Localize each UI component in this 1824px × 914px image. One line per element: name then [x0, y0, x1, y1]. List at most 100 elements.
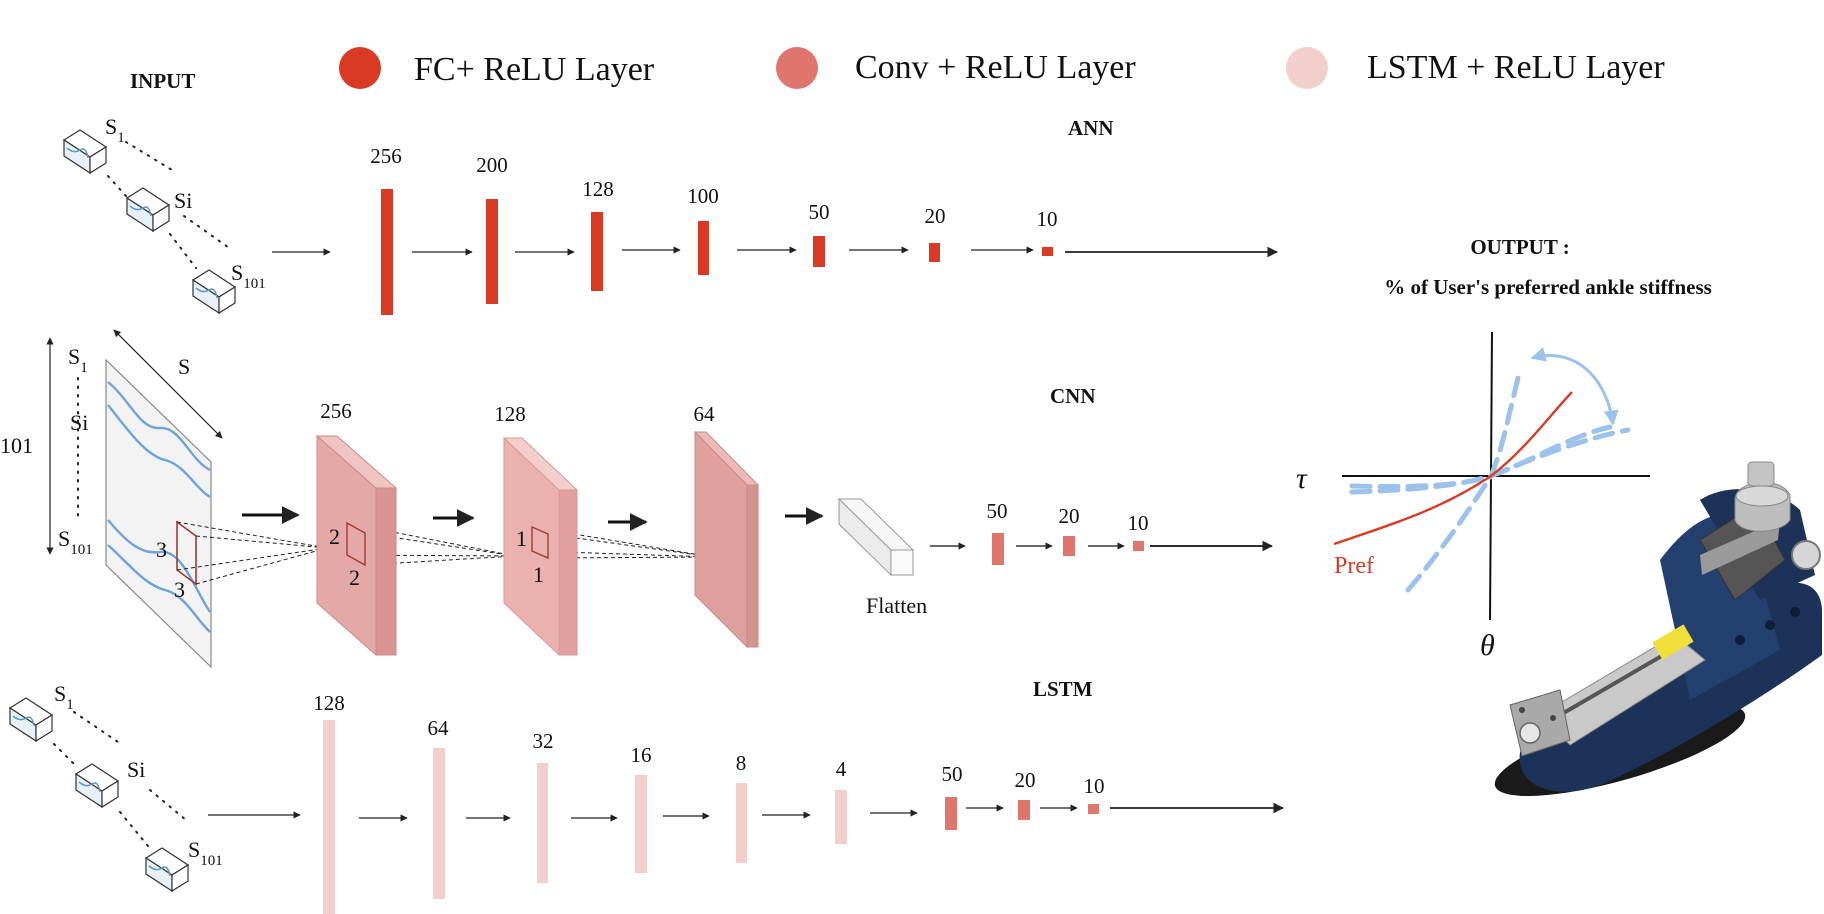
sensor-label-first: S1 — [54, 681, 74, 713]
ann-layer-bar — [929, 243, 940, 262]
ann-title: ANN — [1068, 116, 1114, 140]
conv-layer-label: 128 — [494, 402, 526, 426]
kernel-2-w-label: 2 — [349, 565, 360, 590]
kernel-2-h-label: 2 — [329, 524, 340, 549]
kernel-1-h-label: 1 — [516, 526, 527, 551]
ann-layer-bar — [1042, 247, 1053, 256]
ann-layer-label: 10 — [1037, 207, 1058, 231]
conv-layer-block — [315, 434, 398, 657]
stiffness-adjust-arrow — [1530, 347, 1619, 426]
conv-layer-block — [502, 436, 579, 657]
input-title: INPUT — [130, 69, 195, 93]
legend: FC+ ReLU Layer Conv + ReLU Layer LSTM + … — [339, 47, 1665, 89]
input-sensor-box-icon — [8, 697, 54, 743]
input-sensor-box-icon — [74, 763, 120, 809]
cnn-conv-layers: 256 2 2 128 1 1 64 — [315, 399, 760, 657]
ann-layer-bar — [591, 212, 603, 291]
ann-layer-bar — [813, 236, 825, 267]
lstm-layer-bar — [537, 763, 548, 883]
ankle-prosthesis-image — [1494, 461, 1822, 796]
lstm-layer-bar — [635, 775, 647, 873]
cnn-fc-label: 50 — [987, 499, 1008, 523]
lstm-layer-bar — [323, 720, 335, 914]
lstm-layer-bar — [433, 748, 445, 899]
stiffness-plot: τ θ Pref — [1296, 331, 1650, 662]
input-sensor-box-icon — [62, 129, 108, 175]
pref-curve — [1333, 391, 1573, 546]
cnn-fc-bar — [1063, 536, 1075, 556]
matrix-row-first: S1 — [68, 344, 88, 376]
lstm-fc-label: 10 — [1084, 774, 1105, 798]
lstm-layer-label: 32 — [533, 729, 554, 753]
legend-fc-label: FC+ ReLU Layer — [414, 51, 655, 88]
ann-layer-label: 256 — [370, 144, 402, 168]
legend-fc-swatch — [339, 47, 381, 89]
kernel-projection-lines — [176, 521, 713, 585]
legend-lstm-label: LSTM + ReLU Layer — [1367, 49, 1665, 86]
lstm-layer-label: 64 — [428, 716, 450, 740]
cnn-fc-bar — [1133, 541, 1144, 551]
sensor-label-last: S101 — [231, 260, 266, 292]
cnn-title: CNN — [1050, 384, 1096, 408]
lstm-arrows — [208, 802, 1285, 822]
ann-layer-label: 200 — [476, 153, 508, 177]
plot-x-axis-label: θ — [1480, 629, 1495, 662]
flatten-block — [837, 497, 915, 577]
cnn-fc-label: 10 — [1128, 511, 1149, 535]
legend-conv-label: Conv + ReLU Layer — [855, 49, 1136, 86]
conv-layer-label: 64 — [694, 402, 716, 426]
kernel-1-w-label: 1 — [533, 562, 544, 587]
cnn-input-matrix: 101 S S1 Si S101 3 3 — [0, 329, 223, 669]
plot-y-axis-label: τ — [1296, 462, 1308, 495]
ann-layer-label: 50 — [809, 200, 830, 224]
lstm-fc-layers: 50 20 10 — [942, 762, 1105, 830]
output-title: OUTPUT : — [1470, 235, 1569, 259]
output-subtitle: % of User's preferred ankle stiffness — [1384, 275, 1712, 299]
matrix-cols-label: S — [178, 354, 190, 379]
matrix-row-last: S101 — [58, 526, 93, 558]
sensor-label-last: S101 — [188, 837, 223, 869]
matrix-plane — [105, 358, 212, 669]
conv-layer-block — [693, 430, 760, 649]
lstm-layer-bar — [835, 790, 847, 844]
cnn-arrows — [242, 506, 1274, 552]
conv-layer-label: 256 — [320, 399, 352, 423]
ann-layer-bar — [381, 189, 393, 315]
sensor-label-mid: Si — [127, 757, 145, 782]
legend-conv-swatch — [776, 47, 818, 89]
lstm-fc-label: 20 — [1015, 768, 1036, 792]
pref-curve-label: Pref — [1334, 553, 1374, 579]
lstm-fc-bar — [945, 797, 957, 830]
cnn-fc-bar — [992, 533, 1004, 565]
lstm-fc-label: 50 — [942, 762, 963, 786]
cnn-fc-layers: 50 20 10 — [987, 499, 1149, 565]
ann-arrows — [272, 246, 1279, 258]
ann-layer-bar — [486, 199, 498, 304]
flatten-label: Flatten — [866, 593, 927, 618]
lstm-layer-label: 128 — [313, 691, 345, 715]
ann-layer-label: 128 — [582, 177, 614, 201]
sensor-label-mid: Si — [174, 188, 192, 213]
kernel-3-h-label: 3 — [156, 537, 167, 562]
matrix-rows-label: 101 — [0, 433, 33, 458]
ann-layer-label: 20 — [925, 204, 946, 228]
lstm-layer-label: 4 — [836, 757, 847, 781]
ann-input-stack: S1 Si S101 — [62, 114, 266, 315]
lstm-layer-label: 16 — [631, 743, 652, 767]
matrix-row-mid: Si — [70, 410, 88, 435]
input-sensor-box-icon — [191, 269, 237, 315]
lstm-layer-label: 8 — [736, 751, 747, 775]
legend-lstm-swatch — [1286, 47, 1328, 89]
ann-layer-bar — [698, 221, 709, 275]
lstm-title: LSTM — [1033, 677, 1093, 701]
lstm-layer-bar — [736, 783, 747, 863]
input-sensor-box-icon — [144, 847, 190, 893]
ann-layer-label: 100 — [687, 184, 719, 208]
lstm-input-stack: S1 Si S101 — [8, 681, 223, 893]
lstm-layers: 128 64 32 16 8 4 — [313, 691, 847, 914]
cnn-fc-label: 20 — [1059, 504, 1080, 528]
sensor-label-first: S1 — [105, 114, 125, 146]
input-sensor-box-icon — [125, 187, 171, 233]
kernel-3-w-label: 3 — [174, 577, 185, 602]
